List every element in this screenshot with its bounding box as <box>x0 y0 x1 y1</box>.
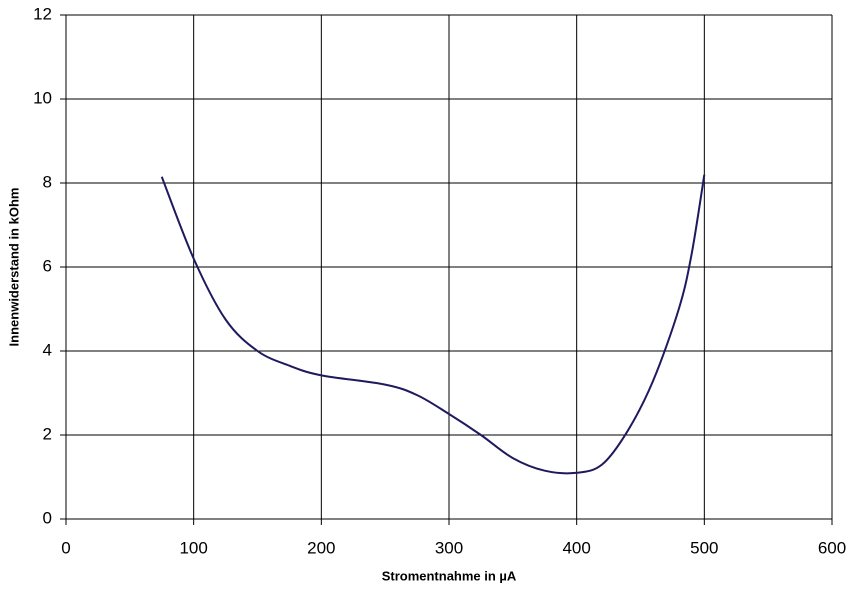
x-tick-label: 100 <box>179 538 207 557</box>
x-tick-label: 0 <box>61 538 70 557</box>
y-tick-label: 8 <box>43 172 52 191</box>
x-axis-title: Stromentnahme in µA <box>382 568 517 583</box>
y-tick-label: 6 <box>43 256 52 275</box>
x-tick-label: 400 <box>562 538 590 557</box>
y-tick-label: 12 <box>33 4 52 23</box>
y-tick-label: 10 <box>33 88 52 107</box>
y-tick-label: 0 <box>43 508 52 527</box>
y-tick-label: 4 <box>43 340 52 359</box>
x-tick-label: 600 <box>818 538 846 557</box>
y-axis-title: Innenwiderstand in kOhm <box>6 188 21 347</box>
y-tick-label: 2 <box>43 424 52 443</box>
x-tick-label: 500 <box>690 538 718 557</box>
x-tick-label: 200 <box>307 538 335 557</box>
x-tick-label: 300 <box>435 538 463 557</box>
data-line <box>160 174 706 475</box>
